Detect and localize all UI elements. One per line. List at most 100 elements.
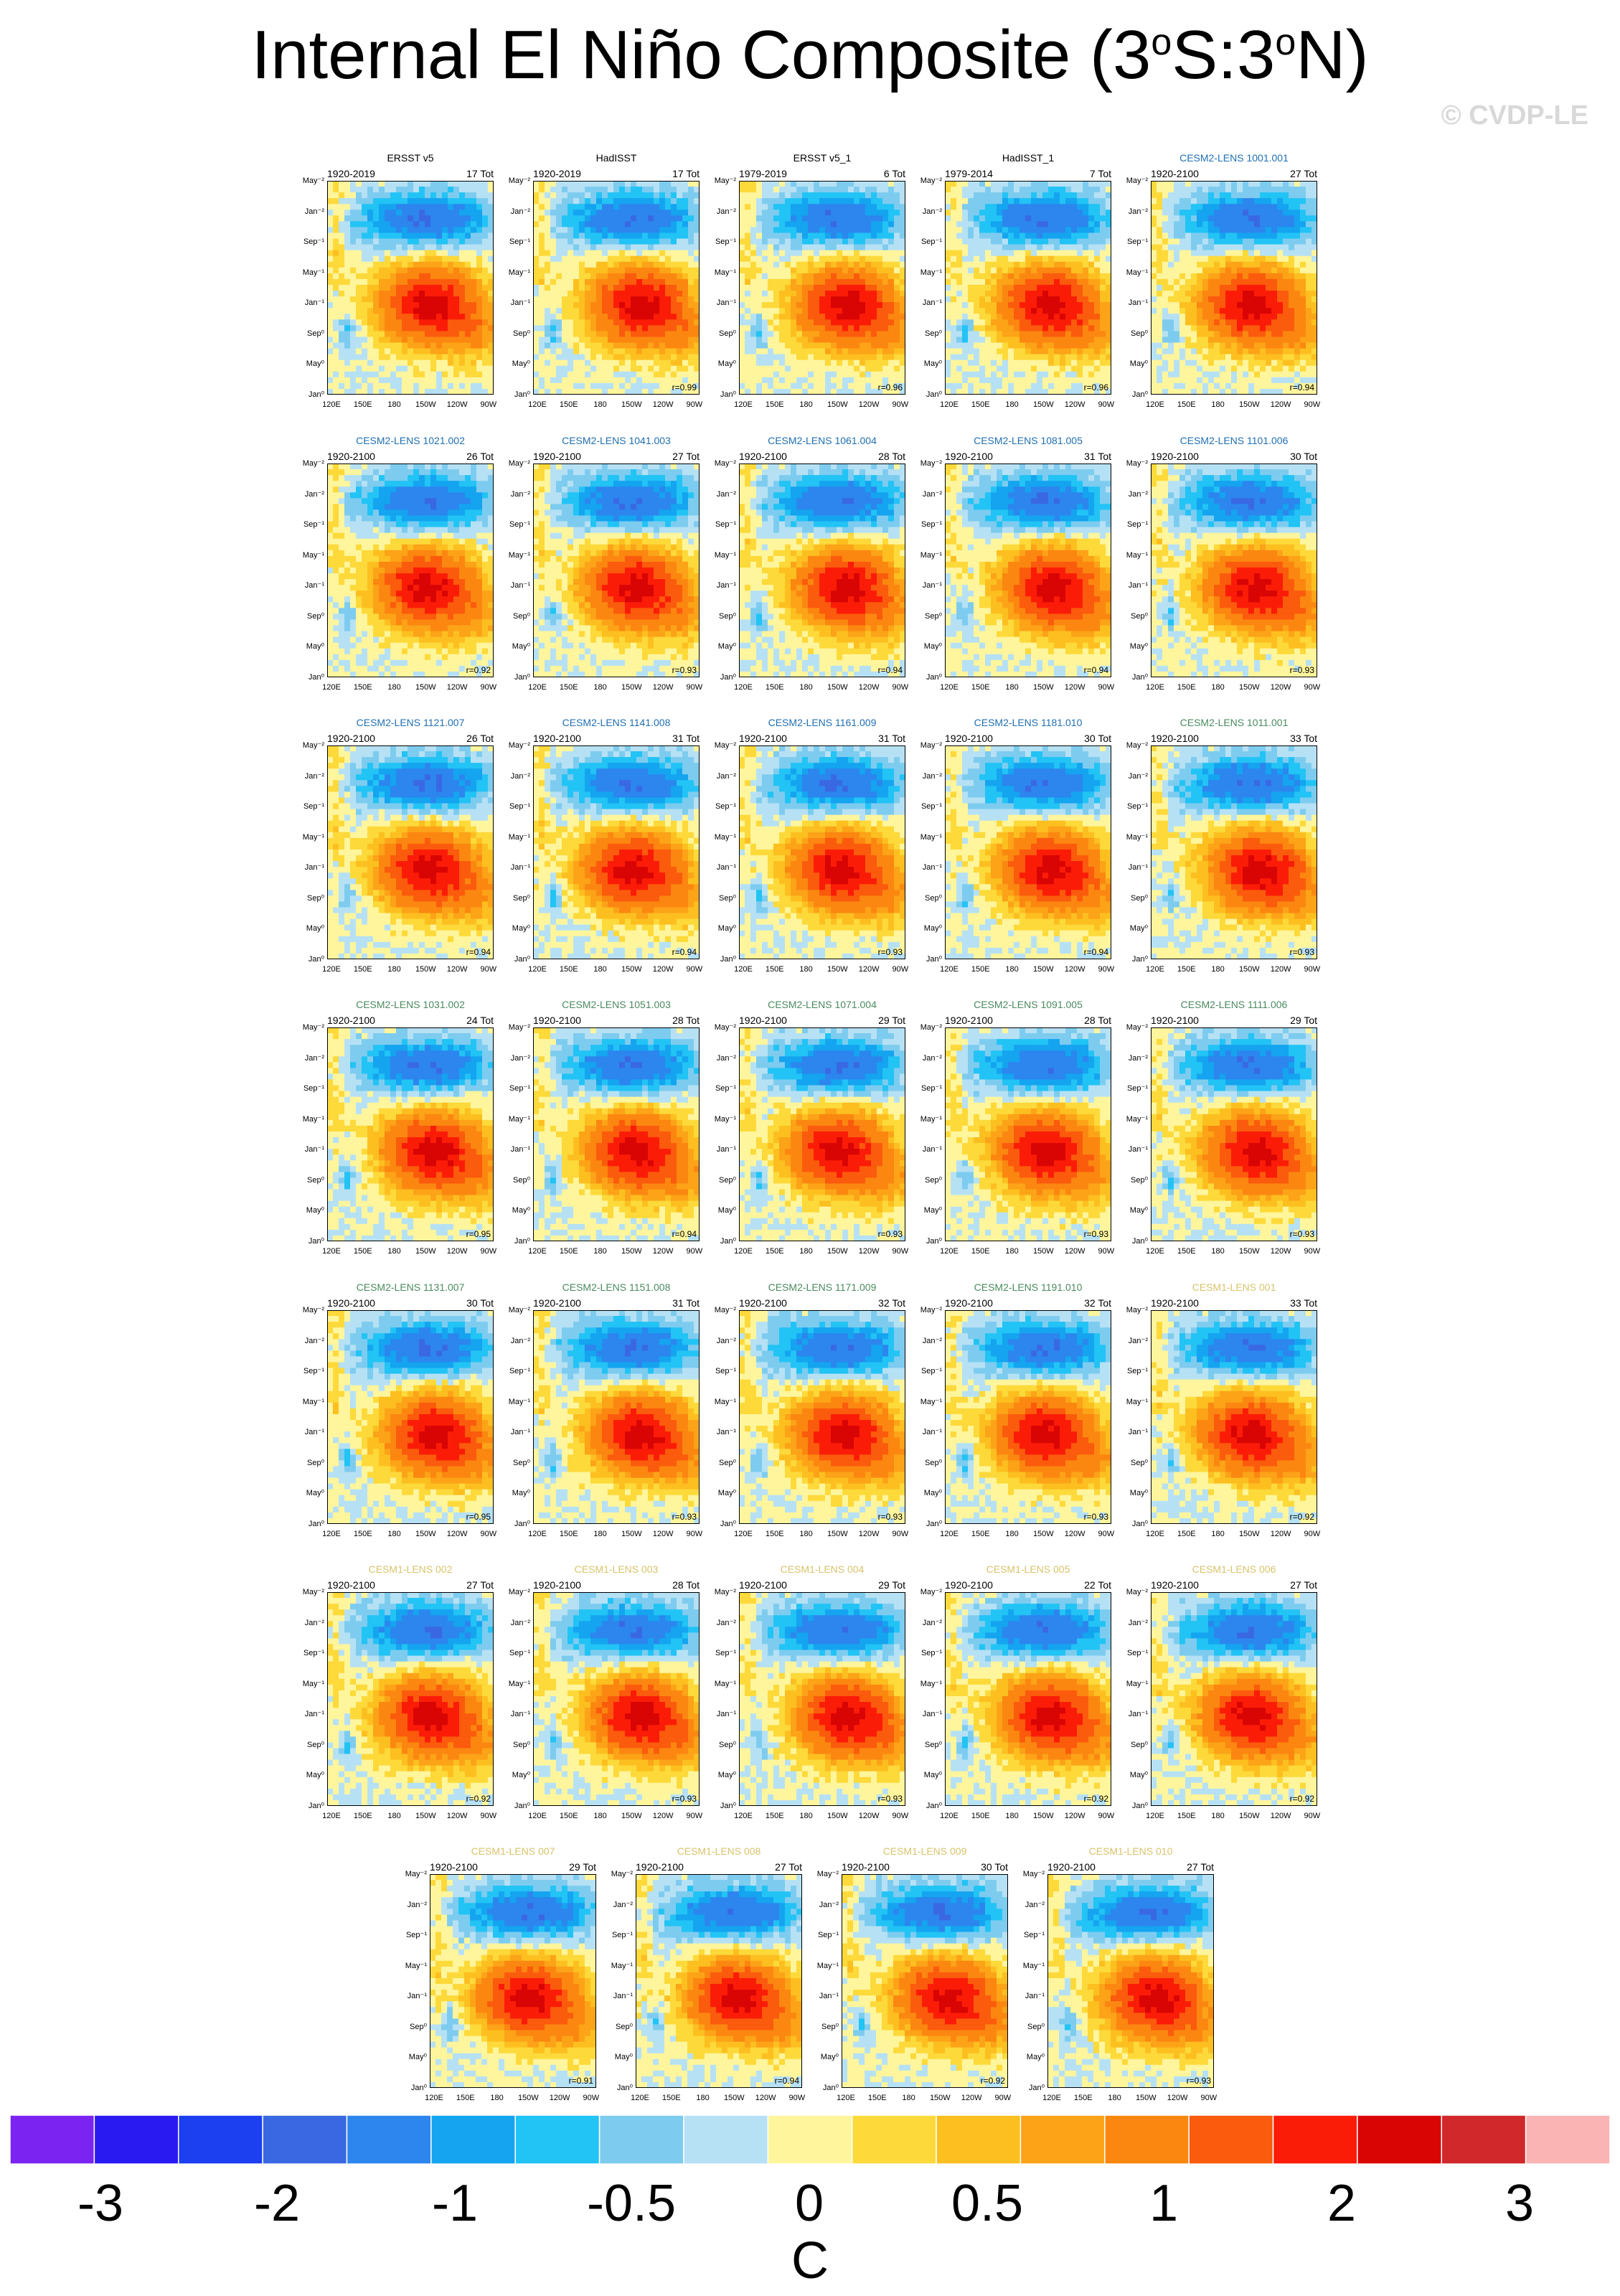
panel-heatmap: r=0.95 bbox=[327, 1310, 494, 1524]
panel-heatmap: r=0.94 bbox=[945, 464, 1111, 677]
y-tick-label: May⁻² bbox=[496, 176, 530, 185]
x-tick-label: 90W bbox=[1092, 1530, 1121, 1538]
pattern-correlation: r=0.93 bbox=[1187, 2076, 1212, 2086]
y-tick-label: Sep⁰ bbox=[290, 611, 324, 621]
panel-event-count: 17 Tot bbox=[672, 168, 700, 179]
x-tick-label: 180 bbox=[1204, 1812, 1233, 1820]
y-tick-label: May⁻¹ bbox=[290, 550, 324, 560]
y-tick-label: Sep⁻¹ bbox=[1113, 1366, 1148, 1375]
x-tick-label: 90W bbox=[680, 1247, 709, 1256]
y-tick-label: Jan⁻² bbox=[496, 771, 530, 781]
x-tick-label: 120E bbox=[523, 1247, 552, 1256]
x-tick-label: 150E bbox=[1172, 683, 1201, 692]
x-tick-label: 120W bbox=[649, 683, 677, 692]
x-tick-label: 120W bbox=[443, 965, 471, 974]
y-tick-label: May⁻² bbox=[598, 1869, 633, 1878]
x-tick-label: 180 bbox=[998, 1812, 1027, 1820]
x-tick-label: 150W bbox=[1235, 400, 1263, 409]
pattern-correlation: r=0.92 bbox=[466, 665, 491, 675]
x-tick-label: 180 bbox=[689, 2094, 717, 2102]
x-tick-label: 180 bbox=[586, 1247, 615, 1256]
x-tick-label: 120E bbox=[729, 400, 758, 409]
x-tick-label: 120E bbox=[935, 965, 964, 974]
hovmoller-panel: CESM2-LENS 1061.004 1920-2100 28 Tot r=0.94… bbox=[715, 435, 908, 699]
pattern-correlation: r=0.93 bbox=[672, 665, 697, 675]
y-tick-label: Jan⁰ bbox=[496, 1236, 530, 1246]
y-tick-label: Sep⁻¹ bbox=[908, 1366, 942, 1375]
y-tick-label: Jan⁰ bbox=[290, 1236, 324, 1246]
panel-years: 1920-2100 bbox=[533, 1579, 581, 1591]
pattern-correlation: r=0.92 bbox=[981, 2076, 1006, 2086]
panel-title: CESM2-LENS 1151.008 bbox=[533, 1281, 700, 1293]
y-tick-label: Jan⁻¹ bbox=[496, 580, 530, 590]
y-tick-label: Jan⁻² bbox=[290, 489, 324, 499]
panel-event-count: 29 Tot bbox=[569, 1861, 596, 1873]
y-tick-label: May⁻² bbox=[804, 1869, 839, 1878]
x-tick-label: 90W bbox=[1298, 1530, 1327, 1538]
x-tick-label: 120W bbox=[443, 1530, 471, 1538]
y-tick-label: Jan⁻¹ bbox=[1010, 1991, 1045, 2000]
y-tick-label: Jan⁰ bbox=[392, 2083, 427, 2092]
hovmoller-panel: CESM2-LENS 1081.005 1920-2100 31 Tot r=0.94… bbox=[920, 435, 1114, 699]
pattern-correlation: r=0.99 bbox=[672, 382, 697, 392]
panel-title: CESM2-LENS 1061.004 bbox=[739, 435, 905, 446]
y-tick-label: May⁻² bbox=[702, 1022, 736, 1032]
y-tick-label: May⁻¹ bbox=[290, 1114, 324, 1124]
panel-event-count: 27 Tot bbox=[1187, 1861, 1214, 1873]
y-tick-label: May⁰ bbox=[598, 2052, 633, 2061]
x-tick-label: 180 bbox=[483, 2094, 512, 2102]
y-tick-label: Jan⁻¹ bbox=[598, 1991, 633, 2000]
y-tick-label: May⁻² bbox=[702, 176, 736, 185]
panel-years: 1920-2100 bbox=[430, 1861, 478, 1873]
x-tick-label: 150W bbox=[823, 683, 852, 692]
y-tick-label: May⁰ bbox=[392, 2052, 427, 2061]
panel-years: 1920-2100 bbox=[1151, 1015, 1199, 1026]
y-tick-label: May⁻² bbox=[1113, 740, 1148, 750]
panel-event-count: 27 Tot bbox=[466, 1579, 494, 1591]
x-tick-label: 120E bbox=[729, 1812, 758, 1820]
x-tick-label: 150E bbox=[1172, 1247, 1201, 1256]
x-tick-label: 120E bbox=[1141, 1247, 1169, 1256]
x-tick-label: 150W bbox=[617, 683, 646, 692]
y-tick-label: May⁻¹ bbox=[392, 1961, 427, 1970]
pattern-correlation: r=0.93 bbox=[672, 1794, 697, 1804]
panel-event-count: 30 Tot bbox=[466, 1297, 494, 1309]
y-tick-label: Sep⁰ bbox=[908, 893, 942, 903]
y-tick-label: Sep⁰ bbox=[908, 1740, 942, 1749]
y-tick-label: Jan⁰ bbox=[908, 390, 942, 399]
x-tick-label: 90W bbox=[1298, 683, 1327, 692]
panel-years: 1920-2019 bbox=[327, 168, 375, 179]
panel-title: CESM2-LENS 1051.003 bbox=[533, 999, 700, 1010]
x-tick-label: 150W bbox=[1235, 1812, 1263, 1820]
y-tick-label: Jan⁰ bbox=[702, 954, 736, 964]
y-tick-label: May⁻¹ bbox=[496, 1114, 530, 1124]
colorbar-swatch bbox=[346, 2115, 432, 2165]
panel-years: 1920-2100 bbox=[739, 451, 787, 462]
y-tick-label: Jan⁰ bbox=[908, 1801, 942, 1810]
panel-years: 1920-2100 bbox=[1151, 168, 1199, 179]
x-tick-label: 90W bbox=[680, 965, 709, 974]
colorbar-tick-label: -3 bbox=[29, 2174, 172, 2233]
panel-heatmap: r=0.93 bbox=[1151, 464, 1317, 677]
panel-heatmap: r=0.93 bbox=[1151, 745, 1317, 959]
panel-years: 1920-2100 bbox=[1047, 1861, 1096, 1873]
panel-heatmap: r=0.93 bbox=[945, 1027, 1111, 1241]
y-tick-label: Sep⁰ bbox=[1113, 1458, 1148, 1467]
x-tick-label: 90W bbox=[886, 1247, 915, 1256]
colorbar-tick-label: 1 bbox=[1092, 2174, 1235, 2233]
y-tick-label: Jan⁰ bbox=[702, 1801, 736, 1810]
x-tick-label: 150W bbox=[1029, 1812, 1058, 1820]
y-tick-label: Sep⁰ bbox=[496, 1740, 530, 1749]
x-tick-label: 120E bbox=[523, 683, 552, 692]
x-tick-label: 180 bbox=[998, 965, 1027, 974]
y-tick-label: May⁻¹ bbox=[290, 1397, 324, 1406]
x-tick-label: 150W bbox=[617, 965, 646, 974]
colorbar-unit: C bbox=[0, 2231, 1620, 2290]
colorbar-swatch bbox=[936, 2115, 1022, 2165]
y-tick-label: May⁻¹ bbox=[290, 268, 324, 277]
panel-title: CESM1-LENS 007 bbox=[430, 1845, 596, 1857]
panel-title: CESM2-LENS 1041.003 bbox=[533, 435, 700, 446]
colorbar-swatch bbox=[1357, 2115, 1443, 2165]
colorbar-swatch bbox=[262, 2115, 348, 2165]
panel-title: CESM2-LENS 1081.005 bbox=[945, 435, 1111, 446]
